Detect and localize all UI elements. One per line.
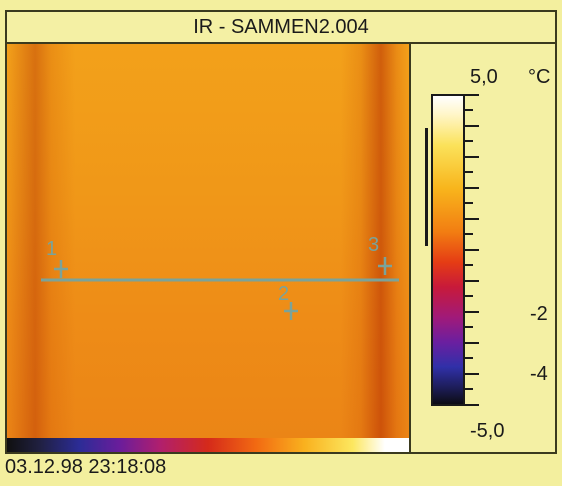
capture-timestamp: 03.12.98 23:18:08	[5, 456, 167, 478]
colorbar-tick	[465, 311, 479, 313]
colorbar-tick	[465, 373, 479, 375]
colorbar-tick	[465, 202, 473, 204]
thermal-image: 1 2 3	[5, 44, 409, 438]
colorbar-tick	[465, 249, 479, 251]
colorbar-tick	[465, 109, 473, 111]
colorbar-tick	[465, 326, 473, 328]
marker-1[interactable]: 1	[46, 238, 68, 278]
marker-2-label: 2	[278, 283, 289, 305]
window-title-bar: IR - SAMMEN2.004	[5, 10, 557, 44]
scale-min-label: -5,0	[470, 420, 505, 442]
colorbar-tick	[465, 94, 479, 96]
temperature-colorbar	[431, 94, 465, 406]
scale-label-neg2: -2	[530, 303, 548, 325]
colorbar-tick	[465, 156, 479, 158]
range-marker-bar	[425, 128, 428, 246]
scale-max-label: 5,0	[470, 66, 498, 88]
thermal-overlay: 1 2 3	[41, 234, 399, 320]
colorbar-tick	[465, 171, 473, 173]
marker-3[interactable]: 3	[368, 234, 392, 275]
marker-1-label: 1	[46, 238, 57, 260]
colorbar-tick	[465, 218, 479, 220]
scale-unit-label: °C	[528, 66, 551, 88]
status-divider	[5, 452, 557, 454]
colorbar-tick	[465, 187, 479, 189]
palette-strip	[5, 438, 409, 452]
colorbar-tick	[465, 357, 473, 359]
window-title: IR - SAMMEN2.004	[193, 15, 369, 38]
colorbar-tick	[465, 404, 479, 406]
marker-2[interactable]: 2	[278, 283, 298, 320]
colorbar-tick	[465, 280, 479, 282]
colorbar-tick	[465, 264, 473, 266]
colorbar-tick	[465, 233, 473, 235]
colorbar-ticks	[465, 94, 481, 406]
scale-label-neg4: -4	[530, 363, 548, 385]
colorbar-tick	[465, 140, 473, 142]
colorbar-tick	[465, 342, 479, 344]
marker-3-label: 3	[368, 234, 379, 256]
colorbar-tick	[465, 125, 479, 127]
colorbar-tick	[465, 388, 473, 390]
colorbar-tick	[465, 295, 473, 297]
